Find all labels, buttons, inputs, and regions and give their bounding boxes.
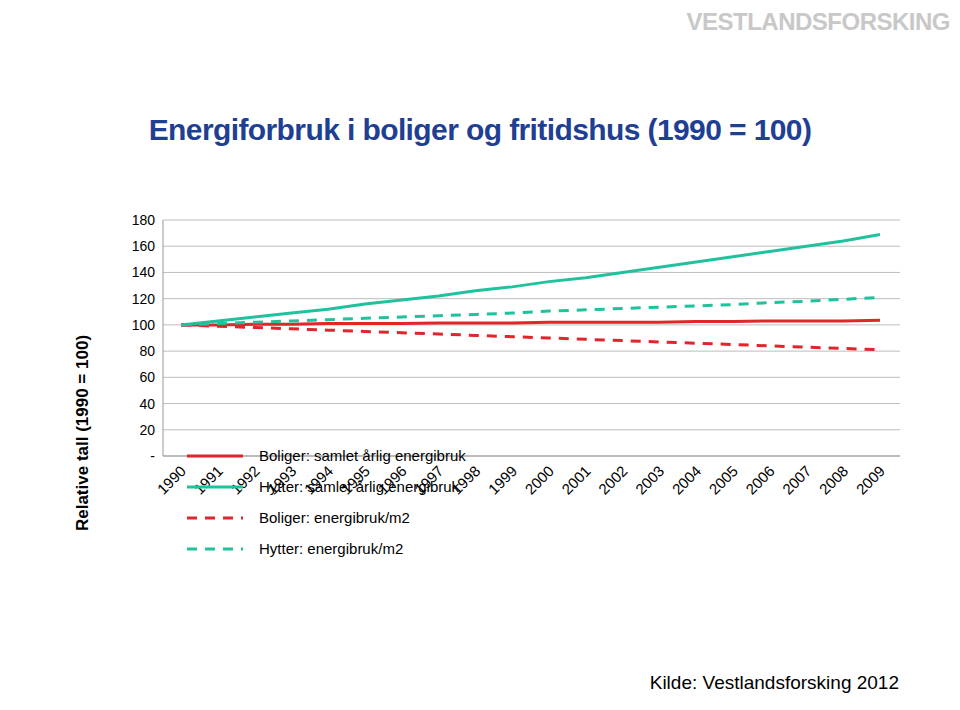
svg-text:1997: 1997 [411,462,447,498]
svg-text:-: - [150,448,155,464]
svg-text:140: 140 [132,264,156,280]
svg-text:2005: 2005 [705,462,741,498]
svg-text:60: 60 [139,369,155,385]
svg-text:1990: 1990 [154,462,190,498]
svg-text:2002: 2002 [595,462,631,498]
svg-text:2008: 2008 [816,462,852,498]
svg-text:100: 100 [132,317,156,333]
svg-text:20: 20 [139,422,155,438]
svg-text:180: 180 [132,212,156,228]
svg-text:40: 40 [139,396,155,412]
svg-text:2006: 2006 [742,462,778,498]
svg-text:1993: 1993 [264,462,300,498]
svg-text:2009: 2009 [853,462,889,498]
svg-text:1991: 1991 [190,462,226,498]
svg-text:1995: 1995 [337,462,373,498]
svg-text:2001: 2001 [558,462,594,498]
svg-text:80: 80 [139,343,155,359]
svg-text:1992: 1992 [227,462,263,498]
svg-text:2000: 2000 [521,462,557,498]
svg-text:160: 160 [132,238,156,254]
svg-text:2004: 2004 [669,462,705,498]
svg-text:120: 120 [132,291,156,307]
svg-text:1994: 1994 [301,462,337,498]
svg-text:1996: 1996 [374,462,410,498]
svg-text:2007: 2007 [779,462,815,498]
svg-text:1999: 1999 [485,462,521,498]
svg-text:2003: 2003 [632,462,668,498]
svg-text:1998: 1998 [448,462,484,498]
